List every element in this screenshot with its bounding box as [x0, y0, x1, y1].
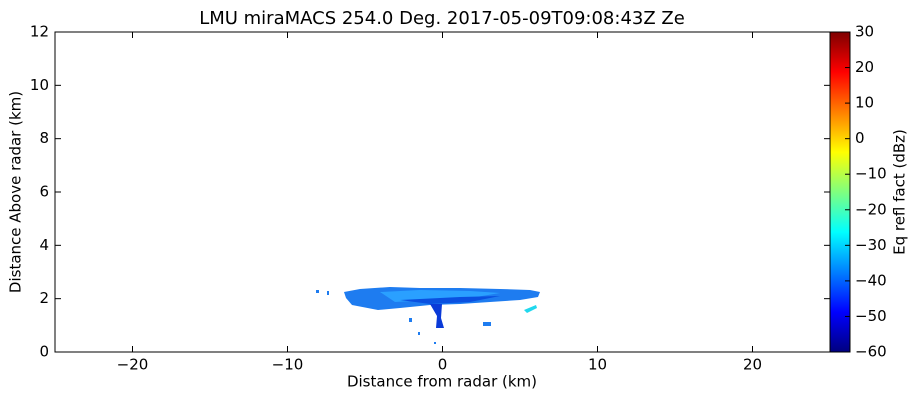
- x-tick-label: −20: [117, 356, 149, 374]
- x-tick-label: 20: [743, 356, 762, 374]
- x-tick-label: 10: [588, 356, 607, 374]
- radar-echo: [316, 287, 540, 344]
- y-tick-label: 8: [39, 129, 49, 147]
- y-tick-label: 10: [30, 76, 49, 94]
- colorbar-tick-label: −10: [855, 165, 887, 183]
- colorbar-tick-label: −20: [855, 200, 887, 218]
- y-tick-label: 2: [39, 289, 49, 307]
- colorbar-tick-label: −40: [855, 271, 887, 289]
- x-tick-label: −10: [272, 356, 304, 374]
- colorbar-tick-label: −30: [855, 236, 887, 254]
- colorbar-tick-label: −50: [855, 307, 887, 325]
- x-tick-label: 0: [438, 356, 448, 374]
- colorbar-tick-label: 20: [855, 58, 874, 76]
- colorbar-tick-label: 0: [855, 129, 865, 147]
- y-axis-label: Distance Above radar (km): [7, 91, 25, 293]
- y-tick-label: 12: [30, 23, 49, 41]
- colorbar-tick-label: 30: [855, 23, 874, 41]
- colorbar-tick-label: −60: [855, 343, 887, 361]
- colorbar: [829, 31, 851, 353]
- y-tick-label: 0: [39, 343, 49, 361]
- x-axis-label: Distance from radar (km): [347, 373, 537, 391]
- colorbar-tick-label: 10: [855, 94, 874, 112]
- chart-title: LMU miraMACS 254.0 Deg. 2017-05-09T09:08…: [199, 8, 685, 29]
- colorbar-label: Eq refl fact (dBz): [891, 129, 909, 255]
- y-tick-label: 6: [39, 183, 49, 201]
- y-tick-label: 4: [39, 236, 49, 254]
